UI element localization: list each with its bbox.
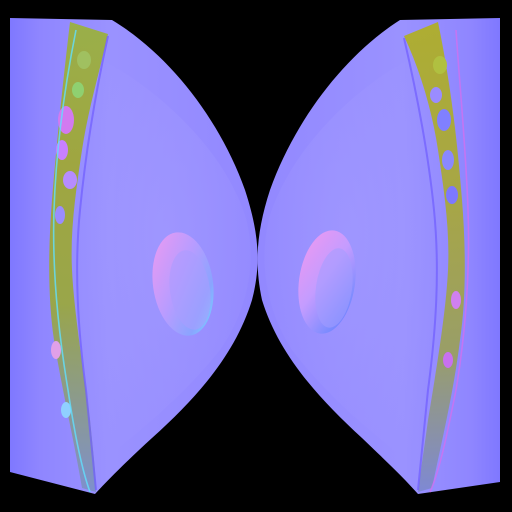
right-seam-blob (437, 109, 451, 131)
right-seam-blob (451, 291, 461, 309)
left-bump-shade (169, 250, 211, 330)
left-uv-island (10, 18, 258, 494)
right-seam-strip (404, 22, 465, 492)
right-seam-blob (433, 56, 447, 74)
right-seam-blob (443, 352, 453, 368)
left-seam-blob (63, 171, 77, 189)
right-seam-highlight-line (429, 29, 470, 493)
left-seam-blob (55, 206, 65, 224)
right-island-glow (264, 40, 450, 470)
right-seam-blob (446, 186, 458, 204)
left-seam-highlight-line (52, 29, 91, 493)
left-seam-blob (51, 341, 61, 359)
left-seam-blob (61, 402, 71, 418)
right-seam-blob (430, 87, 442, 103)
right-bump-shade (315, 248, 353, 328)
right-uv-island (257, 18, 500, 494)
left-seam-dark-line (76, 35, 109, 491)
right-seam-dark-line (403, 37, 438, 491)
left-seam-blob (72, 82, 84, 98)
left-seam-strip (49, 22, 108, 492)
left-seam-blob (77, 51, 91, 69)
right-seam-blob (442, 150, 454, 170)
